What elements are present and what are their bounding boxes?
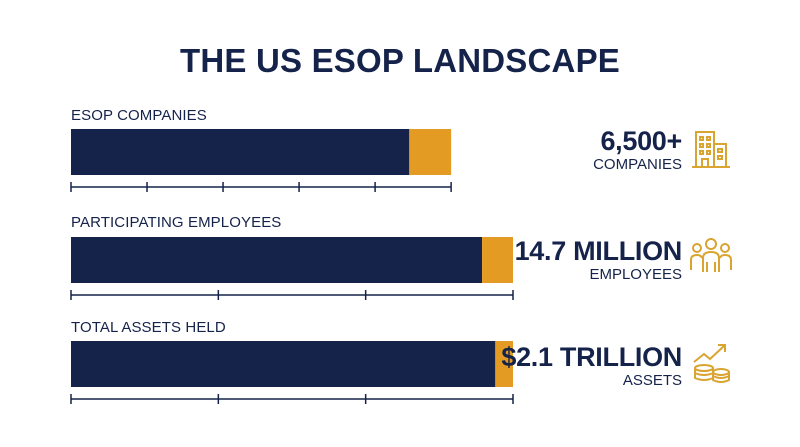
bar-assets-highlight bbox=[495, 341, 513, 387]
stat-value-employees: 14.7 MILLION bbox=[514, 236, 683, 266]
people-icon bbox=[690, 238, 732, 272]
stat-employees: 14.7 MILLION EMPLOYEES bbox=[514, 236, 683, 284]
stat-unit-assets: ASSETS bbox=[622, 372, 682, 389]
bar-assets-main bbox=[71, 341, 496, 387]
bar-companies-highlight bbox=[409, 129, 452, 175]
building-icon bbox=[692, 131, 730, 168]
stat-value-companies: 6,500+ bbox=[600, 126, 682, 156]
page-title: THE US ESOP LANDSCAPE bbox=[180, 42, 620, 79]
bar-employees-main bbox=[71, 237, 483, 283]
row-label-employees: PARTICIPATING EMPLOYEES bbox=[71, 214, 282, 231]
stat-value-assets: $2.1 TRILLION bbox=[501, 342, 682, 372]
bar-employees-highlight bbox=[482, 237, 513, 283]
row-label-assets: TOTAL ASSETS HELD bbox=[71, 319, 226, 336]
stat-unit-companies: COMPANIES bbox=[593, 156, 682, 173]
row-label-companies: ESOP COMPANIES bbox=[71, 107, 207, 124]
stat-companies: 6,500+ COMPANIES bbox=[593, 126, 682, 174]
bar-companies-main bbox=[71, 129, 410, 175]
stat-assets: $2.1 TRILLION ASSETS bbox=[501, 342, 682, 390]
stat-unit-employees: EMPLOYEES bbox=[589, 266, 682, 283]
coins-growth-icon bbox=[693, 344, 730, 383]
